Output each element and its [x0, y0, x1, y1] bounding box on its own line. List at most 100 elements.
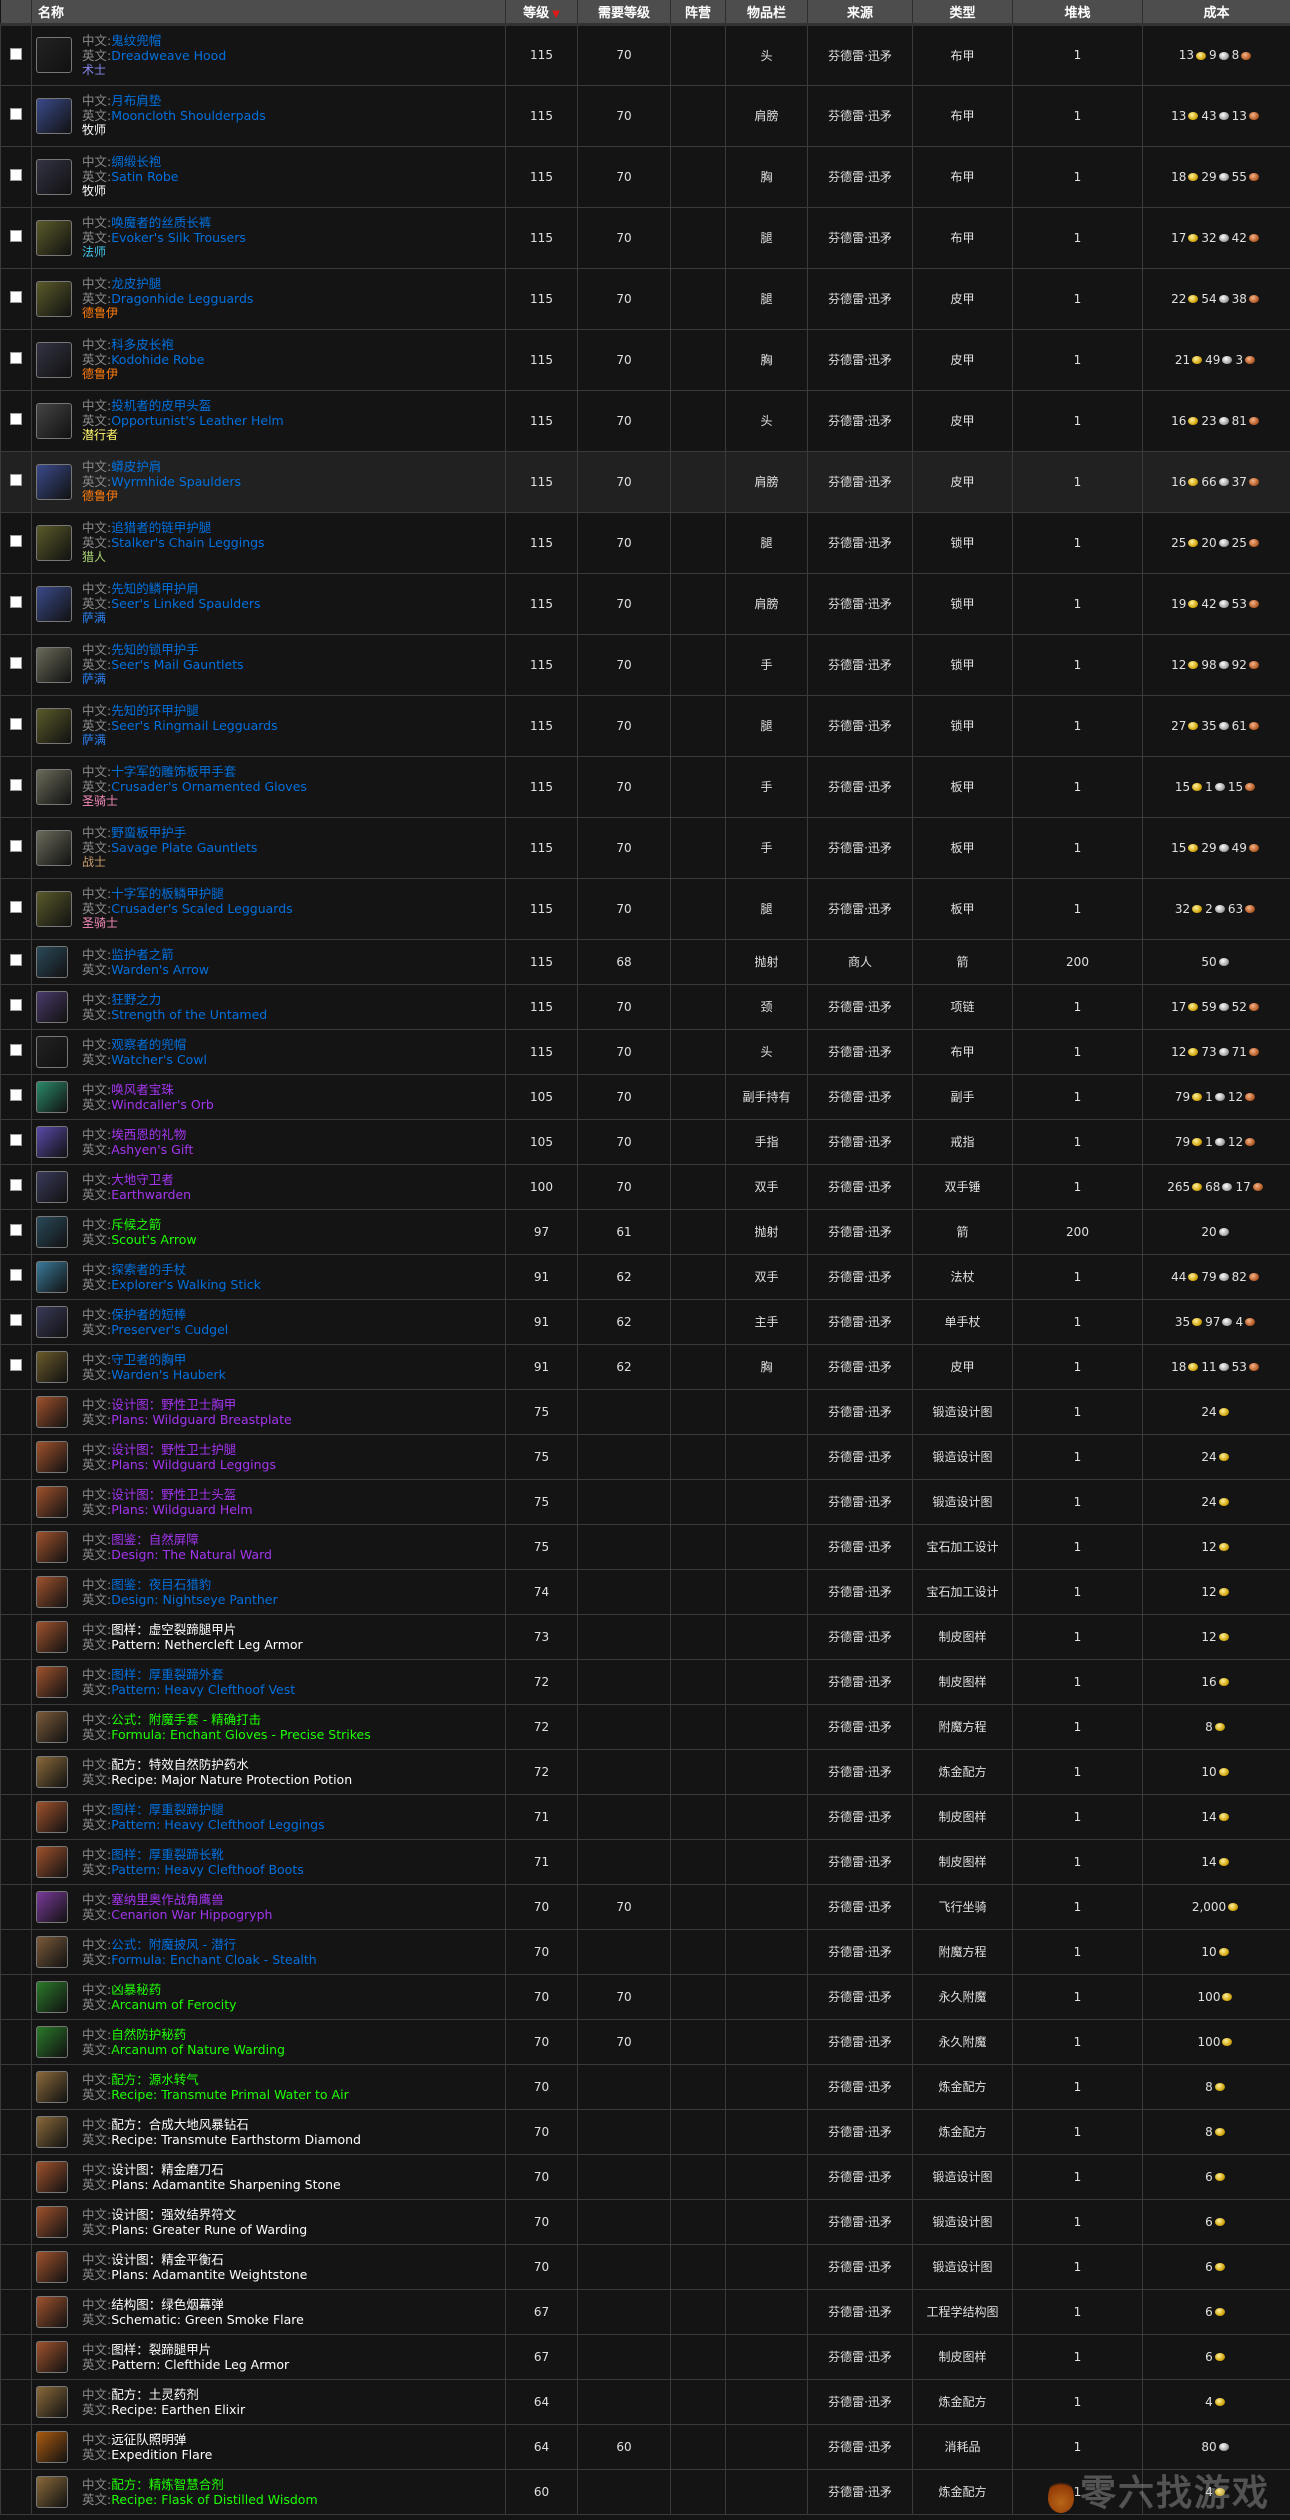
column-header-7[interactable]: 堆栈 — [1012, 0, 1143, 26]
select-checkbox[interactable] — [10, 1134, 22, 1146]
recipe-icon[interactable] — [36, 2385, 68, 2418]
item-name-en[interactable]: Opportunist's Leather Helm — [111, 413, 284, 428]
table-row[interactable]: 中文:唤风者宝珠 英文:Windcaller's Orb 105 70 副手持有 芬德雷·… — [0, 1073, 1290, 1120]
pants-icon[interactable] — [36, 524, 72, 561]
table-row[interactable]: 中文:监护者之箭 英文:Warden's Arrow 115 68 抛射 商人箭 200 50 — [0, 938, 1290, 985]
item-name-zh[interactable]: 绸缎长袍 — [111, 154, 162, 169]
helm-icon[interactable] — [36, 402, 72, 439]
item-name-zh[interactable]: 公式：附魔手套 - 精确打击 — [111, 1711, 262, 1727]
scroll-icon[interactable] — [36, 1620, 68, 1653]
item-name-zh[interactable]: 野蛮板甲护手 — [111, 825, 187, 840]
item-name-zh[interactable]: 配方：源水转气 — [111, 2071, 199, 2087]
select-checkbox[interactable] — [10, 1359, 22, 1371]
scroll-icon[interactable] — [36, 1395, 68, 1428]
item-name-zh[interactable]: 月布肩垫 — [111, 93, 162, 108]
item-name-en[interactable]: Recipe: Major Nature Protection Potion — [111, 1771, 353, 1787]
item-name-en[interactable]: Design: The Natural Ward — [111, 1546, 272, 1562]
item-name-zh[interactable]: 配方：精炼智慧合剂 — [111, 2476, 224, 2492]
item-name-en[interactable]: Mooncloth Shoulderpads — [111, 108, 266, 123]
gauntlets-icon[interactable] — [36, 829, 72, 866]
item-name-zh[interactable]: 探索者的手杖 — [111, 1261, 187, 1277]
item-name-en[interactable]: Earthwarden — [111, 1186, 192, 1202]
table-row[interactable]: 中文:结构图：绿色烟幕弹 英文:Schematic: Green Smoke Fl… — [0, 2288, 1290, 2335]
item-name-en[interactable]: Recipe: Transmute Primal Water to Air — [111, 2086, 349, 2102]
item-name-en[interactable]: Plans: Wildguard Breastplate — [111, 1411, 292, 1427]
mount-icon[interactable] — [36, 1890, 68, 1923]
item-name-en[interactable]: Pattern: Clefthide Leg Armor — [111, 2356, 290, 2372]
item-name-en[interactable]: Arcanum of Nature Warding — [111, 2041, 285, 2057]
item-name-en[interactable]: Plans: Adamantite Weightstone — [111, 2266, 308, 2282]
scroll-icon[interactable] — [36, 1485, 68, 1518]
select-checkbox[interactable] — [10, 596, 22, 608]
item-name-zh[interactable]: 保护者的短棒 — [111, 1306, 187, 1322]
item-name-zh[interactable]: 守卫者的胸甲 — [111, 1351, 187, 1367]
table-row[interactable]: 中文:图鉴：夜目石猎豹 英文:Design: Nightseye Panther 7… — [0, 1568, 1290, 1615]
item-name-zh[interactable]: 观察者的兜帽 — [111, 1036, 187, 1052]
pants-icon[interactable] — [36, 890, 72, 927]
item-name-en[interactable]: Arcanum of Ferocity — [111, 1996, 237, 2012]
pants-icon[interactable] — [36, 219, 72, 256]
item-name-zh[interactable]: 结构图：绿色烟幕弹 — [111, 2296, 224, 2312]
item-name-en[interactable]: Explorer's Walking Stick — [111, 1276, 261, 1292]
staff-icon[interactable] — [36, 1260, 68, 1293]
item-name-en[interactable]: Expedition Flare — [111, 2446, 213, 2462]
table-row[interactable]: 中文:保护者的短棒 英文:Preserver's Cudgel 91 62 主手 芬德雷·… — [0, 1298, 1290, 1345]
item-name-zh[interactable]: 配方：特效自然防护药水 — [111, 1756, 249, 1772]
item-name-zh[interactable]: 设计图：野性卫士胸甲 — [111, 1396, 237, 1412]
item-name-zh[interactable]: 设计图：野性卫士头盔 — [111, 1486, 237, 1502]
recipe-icon[interactable] — [36, 2115, 68, 2148]
table-row[interactable]: 中文:图样：厚重裂蹄外套 英文:Pattern: Heavy Clefthoof … — [0, 1658, 1290, 1705]
table-row[interactable]: 中文:图样：厚重裂蹄长靴 英文:Pattern: Heavy Clefthoof … — [0, 1838, 1290, 1885]
item-name-en[interactable]: Recipe: Earthen Elixir — [111, 2401, 246, 2417]
item-name-zh[interactable]: 监护者之箭 — [111, 946, 174, 962]
table-row[interactable]: 中文:鬼纹兜帽 英文:Dreadweave Hood 术士 115 70 头芬德雷·迅矛布… — [0, 23, 1290, 86]
table-row[interactable]: 中文:追猎者的链甲护腿 英文:Stalker's Chain Leggings 猎人… — [0, 511, 1290, 574]
table-row[interactable]: 中文:公式：附魔手套 - 精确打击 英文:Formula: Enchant Glo… — [0, 1703, 1290, 1750]
item-name-zh[interactable]: 塞纳里奥作战角鹰兽 — [111, 1891, 224, 1907]
pants-icon[interactable] — [36, 280, 72, 317]
table-row[interactable]: 中文:蟒皮护肩 英文:Wyrmhide Spaulders 德鲁伊 115 70 肩膀 芬德… — [0, 450, 1290, 513]
item-name-en[interactable]: Dreadweave Hood — [111, 47, 227, 63]
item-name-zh[interactable]: 图样：厚重裂蹄外套 — [111, 1666, 224, 1682]
table-row[interactable]: 中文:月布肩垫 英文:Mooncloth Shoulderpads 牧师 115 70 肩… — [0, 84, 1290, 147]
column-header-5[interactable]: 来源 — [807, 0, 913, 26]
select-checkbox[interactable] — [10, 657, 22, 669]
item-name-en[interactable]: Watcher's Cowl — [111, 1051, 207, 1067]
item-name-zh[interactable]: 投机者的皮甲头盔 — [111, 398, 212, 413]
item-name-zh[interactable]: 斥候之箭 — [111, 1216, 162, 1232]
table-row[interactable]: 中文:探索者的手杖 英文:Explorer's Walking Stick 91 62… — [0, 1253, 1290, 1300]
necklace-icon[interactable] — [36, 990, 68, 1023]
scroll-icon[interactable] — [36, 2250, 68, 2283]
column-header-6[interactable]: 类型 — [912, 0, 1013, 26]
item-name-zh[interactable]: 自然防护秘药 — [111, 2026, 187, 2042]
sort-desc-icon[interactable]: ▼ — [552, 8, 560, 20]
column-header-3[interactable]: 阵营 — [670, 0, 726, 26]
item-name-en[interactable]: Dragonhide Legguards — [111, 291, 254, 306]
select-checkbox[interactable] — [10, 1314, 22, 1326]
hood-icon[interactable] — [36, 1035, 68, 1068]
item-name-en[interactable]: Warden's Arrow — [111, 961, 210, 977]
table-row[interactable]: 中文:唤魔者的丝质长裤 英文:Evoker's Silk Trousers 法师 11… — [0, 206, 1290, 269]
recipe-icon[interactable] — [36, 2070, 68, 2103]
table-row[interactable]: 中文:科多皮长袍 英文:Kodohide Robe 德鲁伊 115 70 胸芬德雷·迅矛皮… — [0, 328, 1290, 391]
item-name-en[interactable]: Schematic: Green Smoke Flare — [111, 2311, 304, 2327]
gauntlets-icon[interactable] — [36, 646, 72, 683]
item-name-zh[interactable]: 先知的锁甲护手 — [111, 642, 199, 657]
scroll-icon[interactable] — [36, 2160, 68, 2193]
item-name-en[interactable]: Plans: Wildguard Helm — [111, 1501, 253, 1517]
table-row[interactable]: 中文:十字军的板鳞甲护腿 英文:Crusader's Scaled Legguar… — [0, 877, 1290, 940]
select-checkbox[interactable] — [10, 47, 22, 60]
select-checkbox[interactable] — [10, 474, 22, 486]
shoulder-icon[interactable] — [36, 97, 72, 134]
table-row[interactable]: 中文:守卫者的胸甲 英文:Warden's Hauberk 91 62 胸芬德雷·迅矛皮… — [0, 1343, 1290, 1390]
scroll-icon[interactable] — [36, 2340, 68, 2373]
item-name-en[interactable]: Pattern: Heavy Clefthoof Leggings — [111, 1816, 325, 1832]
item-name-zh[interactable]: 远征队照明弹 — [111, 2431, 187, 2447]
hood-icon[interactable] — [36, 37, 72, 73]
item-name-en[interactable]: Seer's Ringmail Legguards — [111, 718, 278, 733]
select-checkbox[interactable] — [10, 1044, 22, 1056]
item-name-zh[interactable]: 蟒皮护肩 — [111, 459, 162, 474]
table-row[interactable]: 中文:十字军的雕饰板甲手套 英文:Crusader's Ornamented Gl… — [0, 755, 1290, 818]
select-checkbox[interactable] — [10, 108, 22, 120]
table-row[interactable]: 中文:配方：土灵药剂 英文:Recipe: Earthen Elixir 64 芬德雷… — [0, 2378, 1290, 2425]
